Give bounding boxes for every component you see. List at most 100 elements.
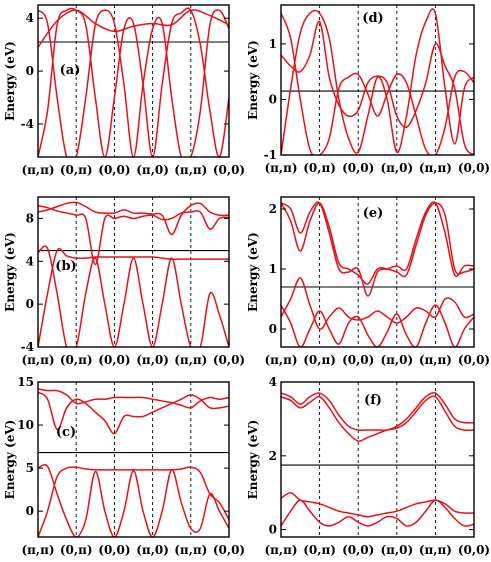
x-tick-label: (0,0) xyxy=(213,353,245,367)
y-tick-label: 10 xyxy=(17,418,34,432)
y-tick-label: 0 xyxy=(26,297,34,311)
y-tick-label: 0 xyxy=(269,92,277,106)
y-tick-label: 8 xyxy=(26,211,34,225)
y-tick-label: 1 xyxy=(269,262,277,276)
y-tick-label: 0 xyxy=(269,523,277,537)
panel-label: (a) xyxy=(60,63,81,78)
band-line-3 xyxy=(38,201,229,236)
x-tick-label: (0,π) xyxy=(303,543,336,557)
band-line-2 xyxy=(281,491,474,518)
x-tick-label: (π,0) xyxy=(380,543,413,557)
band-line-0 xyxy=(38,247,229,347)
panel-label: (c) xyxy=(56,425,76,440)
band-line-1 xyxy=(281,395,474,442)
plot-frame xyxy=(280,381,475,538)
y-tick-label: 5 xyxy=(26,461,34,475)
plot-frame xyxy=(37,4,230,158)
x-tick-label: (π,0) xyxy=(136,353,169,367)
panel-label: (b) xyxy=(55,259,76,274)
x-tick-label: (π,π) xyxy=(21,353,54,367)
band-line-0 xyxy=(38,7,229,157)
band-line-2 xyxy=(281,20,474,155)
panel-0: -4 0 4 (π,π) (0,π) (0,0) (π,0) (π,π) (0,0) Energy… xyxy=(3,4,245,177)
panel-5: 0 2 4 (π,π) (0,π) (0,0) (π,0) (π,π) (0,0) Energy … xyxy=(246,375,490,557)
y-tick-label: 0 xyxy=(26,504,34,518)
x-tick-label: (0,0) xyxy=(458,543,490,557)
band-line-2 xyxy=(281,277,474,330)
x-tick-label: (0,π) xyxy=(303,161,336,175)
x-tick-label: (π,0) xyxy=(136,543,169,557)
y-axis-label: Energy (eV) xyxy=(3,232,17,312)
x-tick-label: (0,0) xyxy=(213,543,245,557)
y-tick-label: 1 xyxy=(269,37,277,51)
band-line-2 xyxy=(38,204,229,266)
x-tick-label: (0,0) xyxy=(213,163,245,177)
plot-frame xyxy=(280,4,475,156)
y-tick-label: -1 xyxy=(264,148,277,162)
x-tick-label: (0,π) xyxy=(60,543,93,557)
x-tick-label: (π,π) xyxy=(264,353,297,367)
y-axis-label: Energy (eV) xyxy=(3,41,17,121)
y-axis-label: Energy (eV) xyxy=(246,420,260,500)
y-tick-label: 15 xyxy=(17,375,34,389)
band-line-3 xyxy=(38,388,229,409)
band-line-3 xyxy=(281,499,474,527)
x-tick-label: (π,π) xyxy=(419,353,452,367)
band-line-1 xyxy=(281,201,474,297)
y-tick-label: -4 xyxy=(21,340,34,354)
panel-label: (e) xyxy=(363,206,384,221)
plot-frame xyxy=(37,196,230,348)
x-tick-label: (π,π) xyxy=(264,161,297,175)
y-axis-label: Energy (eV) xyxy=(3,420,17,500)
x-tick-label: (π,0) xyxy=(136,163,169,177)
y-tick-label: 4 xyxy=(26,11,34,25)
band-line-0 xyxy=(281,392,474,431)
x-tick-label: (0,π) xyxy=(60,163,93,177)
y-tick-label: 4 xyxy=(26,254,34,268)
panel-3: -1 0 1 (π,π) (0,π) (0,0) (π,0) (π,π) (0,0) Energy… xyxy=(246,4,490,175)
panel-2: 0 5 10 15 (π,π) (0,π) (0,0) (π,0) (π,π) (0,0) Ener… xyxy=(3,375,245,557)
band-line-2 xyxy=(38,9,229,48)
x-tick-label: (0,0) xyxy=(342,543,374,557)
x-tick-label: (0,π) xyxy=(60,353,93,367)
x-tick-label: (π,π) xyxy=(21,543,54,557)
y-tick-label: 4 xyxy=(269,375,277,389)
panel-label: (d) xyxy=(362,11,383,26)
band-line-0 xyxy=(38,466,229,537)
x-tick-label: (π,π) xyxy=(174,543,207,557)
band-line-0 xyxy=(281,202,474,285)
band-line-0 xyxy=(281,8,474,155)
x-tick-label: (0,0) xyxy=(98,163,130,177)
x-tick-label: (0,0) xyxy=(98,353,130,367)
x-tick-label: (π,π) xyxy=(264,543,297,557)
x-tick-label: (0,π) xyxy=(303,353,336,367)
panel-4: 0 1 2 (π,π) (0,π) (0,0) (π,0) (π,π) (0,0) Energy … xyxy=(246,196,490,367)
panel-1: -4 0 4 8 (π,π) (0,π) (0,0) (π,0) (π,π) (0,0) Energ… xyxy=(3,196,245,367)
panel-label: (f) xyxy=(364,393,382,408)
plot-frame xyxy=(280,196,475,348)
x-tick-label: (0,0) xyxy=(342,161,374,175)
band-line-1 xyxy=(38,245,229,347)
y-tick-label: 2 xyxy=(269,449,277,463)
x-tick-label: (0,0) xyxy=(98,543,130,557)
x-tick-label: (0,0) xyxy=(342,353,374,367)
y-tick-label: 2 xyxy=(269,202,277,216)
x-tick-label: (π,π) xyxy=(21,163,54,177)
x-tick-label: (π,π) xyxy=(174,163,207,177)
x-tick-label: (0,0) xyxy=(458,353,490,367)
y-axis-label: Energy (eV) xyxy=(246,232,260,312)
plot-frame xyxy=(37,381,230,538)
x-tick-label: (π,0) xyxy=(380,353,413,367)
y-tick-label: 0 xyxy=(269,322,277,336)
y-tick-label: -4 xyxy=(21,117,34,131)
x-tick-label: (π,π) xyxy=(174,353,207,367)
band-line-3 xyxy=(281,304,474,347)
x-tick-label: (π,π) xyxy=(419,543,452,557)
band-line-2 xyxy=(38,391,229,435)
band-line-1 xyxy=(38,9,229,157)
x-tick-label: (π,π) xyxy=(419,161,452,175)
x-tick-label: (0,0) xyxy=(458,161,490,175)
x-tick-label: (π,0) xyxy=(380,161,413,175)
y-tick-label: 0 xyxy=(26,64,34,78)
